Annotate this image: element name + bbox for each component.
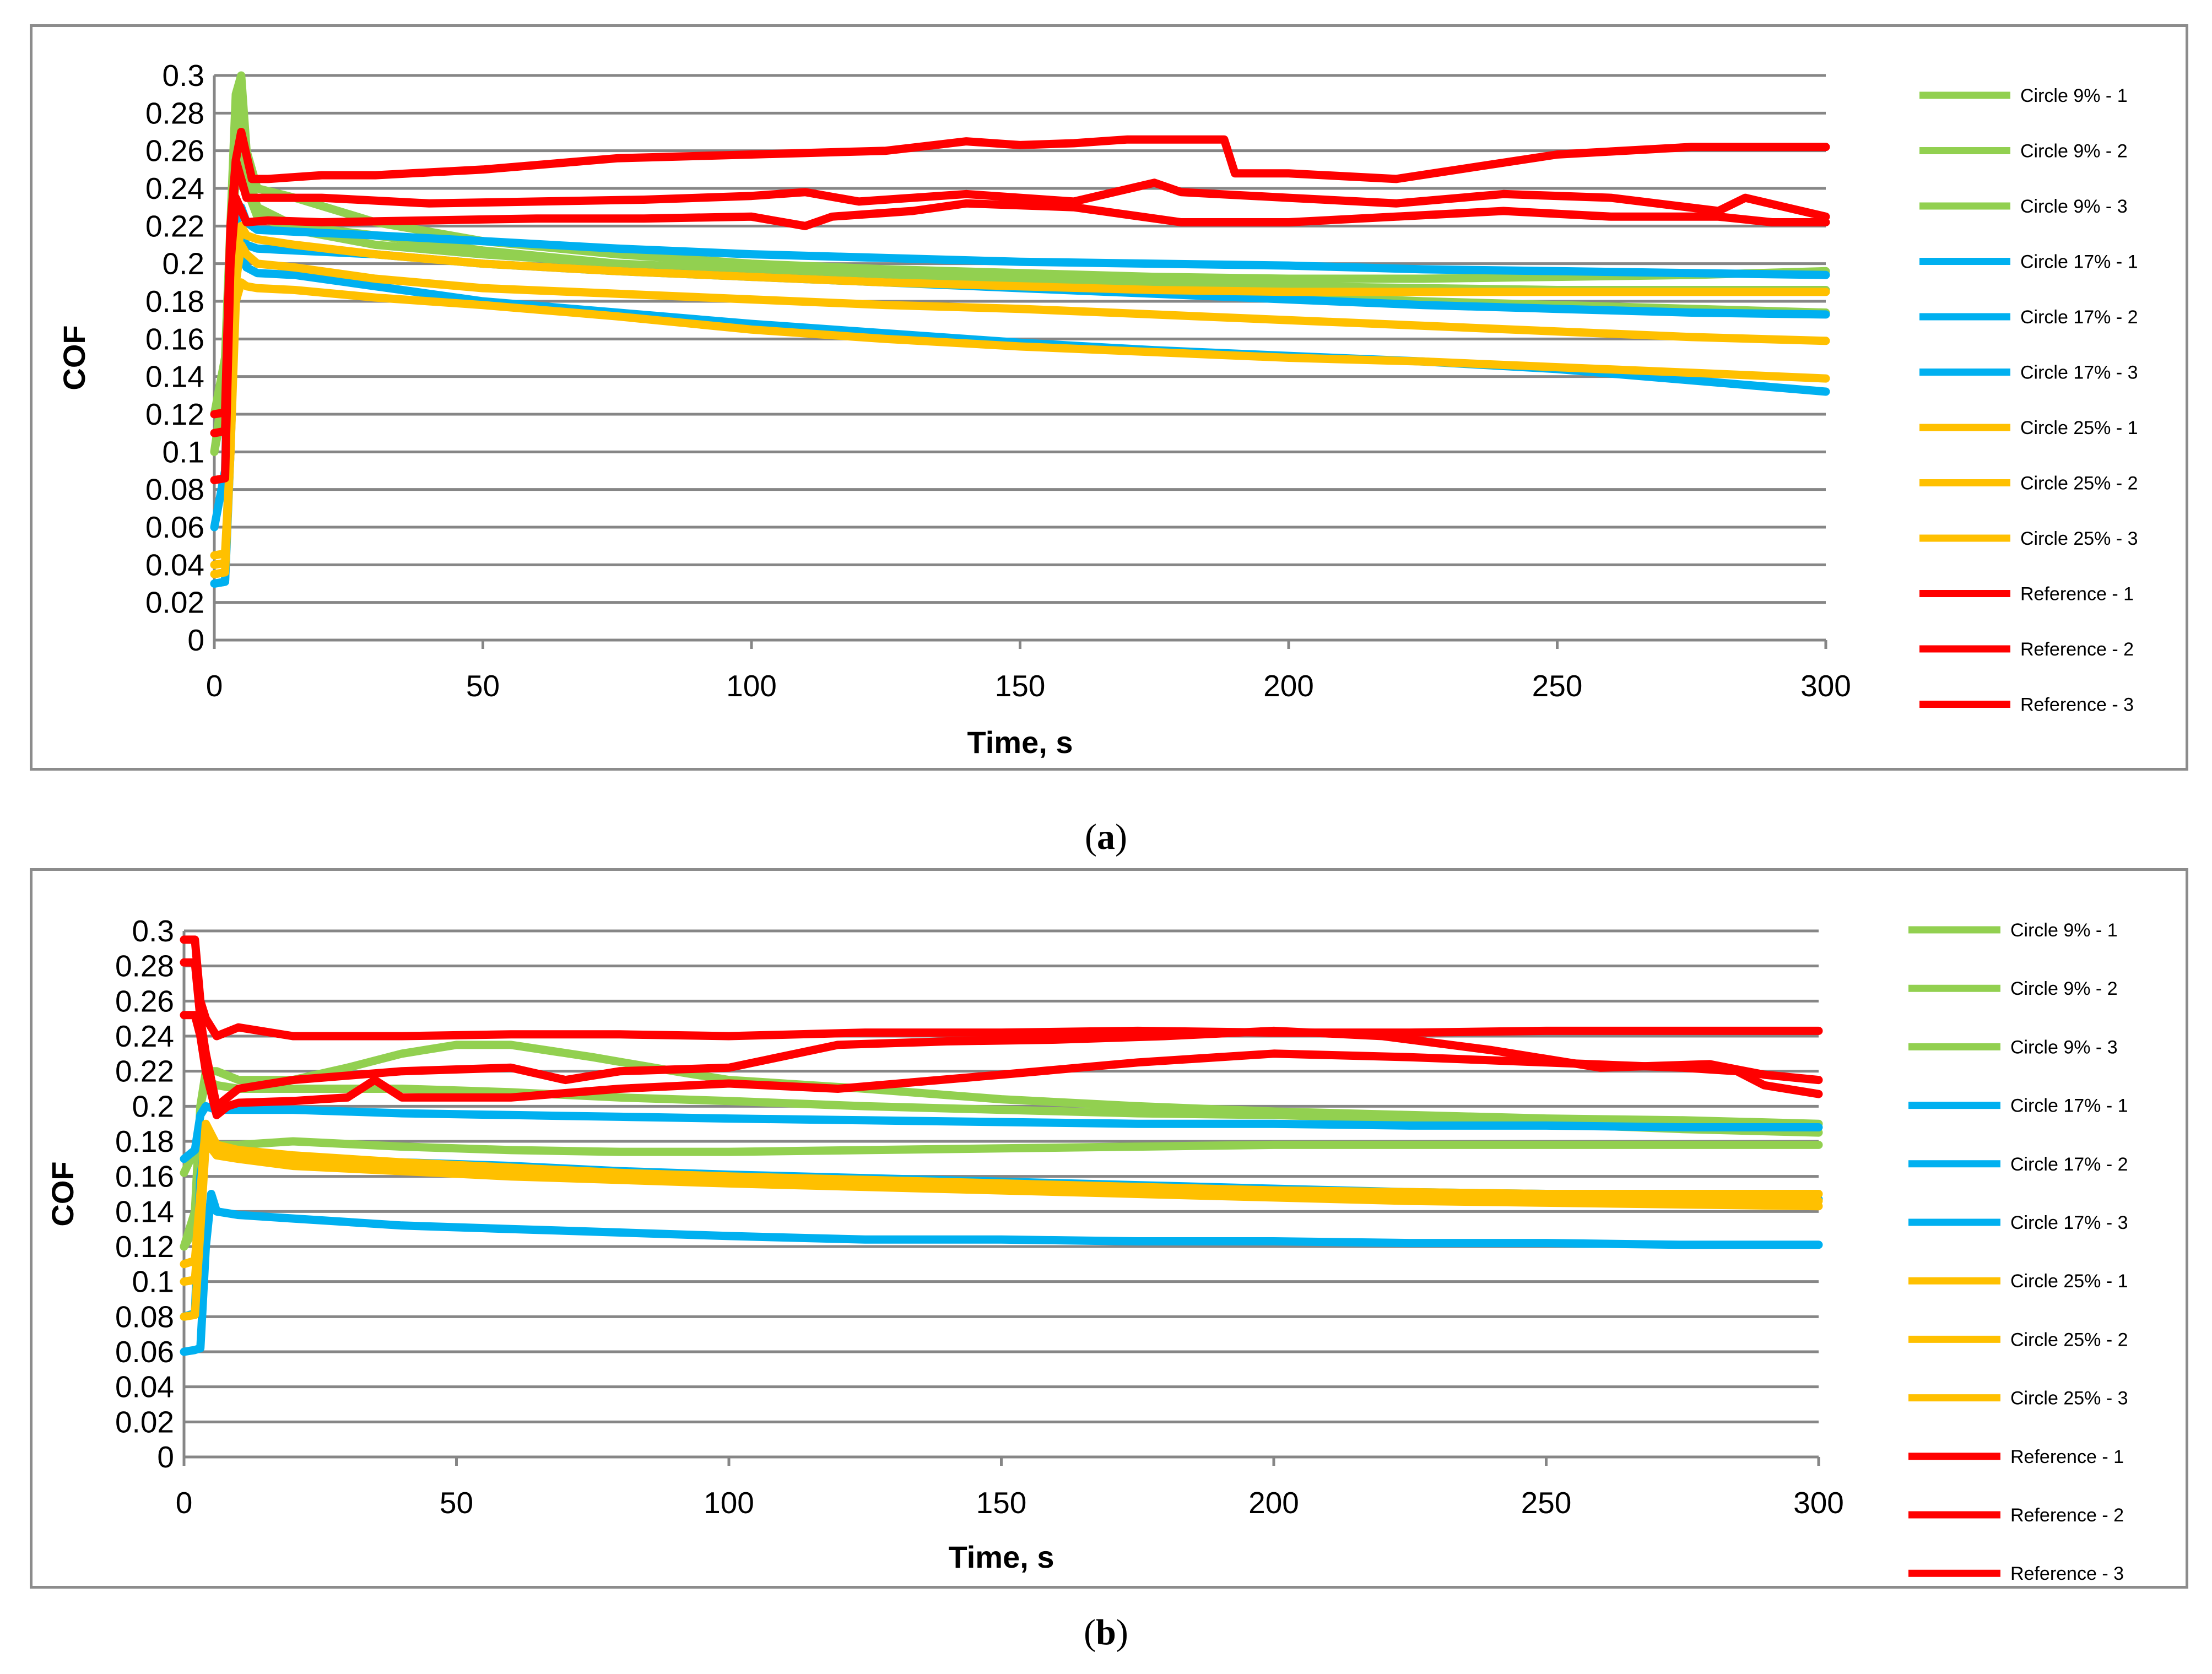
series-line-reference-1 — [210, 128, 1830, 485]
y-tick-label: 0.18 — [115, 1124, 174, 1158]
y-tick-label: 0.02 — [115, 1405, 174, 1439]
y-tick-label: 0.16 — [115, 1160, 174, 1194]
legend-label: Circle 17% - 1 — [2020, 252, 2138, 273]
series-line-circle-25-2 — [210, 241, 1830, 569]
legend-label: Reference - 3 — [2010, 1563, 2124, 1584]
y-tick-label: 0.14 — [145, 360, 204, 394]
y-tick-label: 0.06 — [115, 1335, 174, 1369]
series-line-circle-25-3 — [180, 1137, 1823, 1321]
legend-label: Reference - 1 — [2020, 584, 2134, 605]
caption-b: (b) — [1084, 1612, 1128, 1653]
legend-label: Circle 25% - 3 — [2010, 1388, 2128, 1409]
series-line-reference-3 — [210, 193, 1830, 437]
chart-a-svg: 00.020.040.060.080.10.120.140.160.180.20… — [57, 58, 2138, 760]
y-tick-label: 0.1 — [163, 435, 204, 469]
legend-label: Circle 25% - 2 — [2020, 473, 2138, 494]
x-tick-label: 300 — [1793, 1486, 1844, 1520]
series-line-reference-2 — [210, 156, 1830, 419]
chart-b-svg: 00.020.040.060.080.10.120.140.160.180.20… — [45, 914, 2128, 1584]
legend-label: Reference - 1 — [2010, 1447, 2124, 1467]
x-tick-label: 100 — [726, 669, 777, 703]
y-tick-label: 0.06 — [145, 510, 204, 544]
x-tick-label: 0 — [176, 1486, 193, 1520]
y-tick-label: 0.28 — [115, 949, 174, 983]
y-tick-label: 0.2 — [132, 1089, 174, 1123]
y-tick-label: 0.24 — [115, 1019, 174, 1053]
x-tick-label: 150 — [976, 1486, 1027, 1520]
x-tick-label: 50 — [466, 669, 500, 703]
x-axis-label: Time, s — [949, 1540, 1054, 1574]
y-tick-label: 0.1 — [132, 1265, 174, 1299]
legend-label: Circle 9% - 1 — [2020, 85, 2128, 106]
caption-b-letter: b — [1096, 1612, 1116, 1653]
series-line-circle-25-3 — [210, 278, 1830, 578]
y-tick-label: 0.18 — [145, 284, 204, 318]
y-tick-label: 0.3 — [163, 58, 204, 93]
x-tick-label: 0 — [206, 669, 223, 703]
x-tick-label: 250 — [1521, 1486, 1572, 1520]
y-tick-label: 0.26 — [145, 134, 204, 168]
series-line-reference-1 — [180, 935, 1823, 1041]
legend-label: Reference - 2 — [2020, 639, 2134, 660]
series-line-circle-17-3 — [180, 1190, 1823, 1356]
legend-label: Circle 9% - 3 — [2020, 196, 2128, 217]
y-axis-label: COF — [57, 325, 91, 390]
legend-label: Circle 9% - 2 — [2010, 978, 2118, 999]
y-tick-label: 0.12 — [115, 1229, 174, 1264]
legend-label: Reference - 3 — [2020, 695, 2134, 716]
y-tick-label: 0.08 — [145, 473, 204, 507]
legend-label: Circle 25% - 1 — [2020, 418, 2138, 438]
y-tick-label: 0 — [187, 623, 204, 657]
y-tick-label: 0.04 — [145, 548, 204, 582]
y-tick-label: 0.22 — [145, 209, 204, 243]
legend-label: Reference - 2 — [2010, 1505, 2124, 1526]
legend-label: Circle 17% - 3 — [2010, 1212, 2128, 1233]
y-tick-label: 0.16 — [145, 322, 204, 356]
y-tick-label: 0 — [157, 1440, 174, 1474]
legend-label: Circle 25% - 1 — [2010, 1271, 2128, 1292]
legend-label: Circle 9% - 2 — [2020, 141, 2128, 162]
x-tick-label: 200 — [1248, 1486, 1299, 1520]
series-line-circle-17-1 — [180, 1102, 1823, 1163]
y-tick-label: 0.12 — [145, 397, 204, 431]
legend-label: Circle 17% - 1 — [2010, 1096, 2128, 1117]
y-axis-label: COF — [45, 1161, 80, 1226]
legend-label: Circle 9% - 3 — [2010, 1037, 2118, 1058]
x-tick-label: 150 — [995, 669, 1046, 703]
x-tick-label: 250 — [1532, 669, 1583, 703]
legend-label: Circle 9% - 1 — [2010, 920, 2118, 941]
x-tick-label: 300 — [1800, 669, 1851, 703]
y-tick-label: 0.26 — [115, 984, 174, 1018]
y-tick-label: 0.28 — [145, 96, 204, 130]
legend-label: Circle 25% - 3 — [2020, 528, 2138, 549]
y-tick-label: 0.02 — [145, 586, 204, 620]
chart-panel-a: 0 0.02 0.04 0.06 0.08 0.1 0.12 0.14 0.16 0.18 0.2 0… — [30, 24, 2188, 771]
legend-label: Circle 17% - 2 — [2010, 1154, 2128, 1175]
legend-label: Circle 17% - 2 — [2020, 307, 2138, 328]
legend-label: Circle 17% - 3 — [2020, 362, 2138, 383]
y-tick-label: 0.04 — [115, 1370, 174, 1404]
y-tick-label: 0.24 — [145, 171, 204, 205]
y-tick-label: 0.3 — [132, 914, 174, 948]
x-tick-label: 200 — [1263, 669, 1314, 703]
chart-panel-b: 0 0.02 0.04 0.06 0.08 0.1 0.12 0.14 0.16 0.18 0.2 0… — [30, 868, 2188, 1589]
y-tick-label: 0.14 — [115, 1194, 174, 1228]
y-tick-label: 0.22 — [115, 1054, 174, 1088]
x-tick-label: 100 — [704, 1486, 754, 1520]
caption-a-letter: a — [1097, 817, 1115, 857]
y-tick-label: 0.2 — [163, 247, 204, 281]
legend-label: Circle 25% - 2 — [2010, 1329, 2128, 1350]
series-line-reference-3 — [180, 1011, 1823, 1119]
caption-a: (a) — [1085, 817, 1127, 857]
x-axis-label: Time, s — [967, 725, 1073, 760]
series-line-circle-9-1 — [210, 71, 1830, 419]
x-tick-label: 50 — [440, 1486, 473, 1520]
y-tick-label: 0.08 — [115, 1299, 174, 1334]
